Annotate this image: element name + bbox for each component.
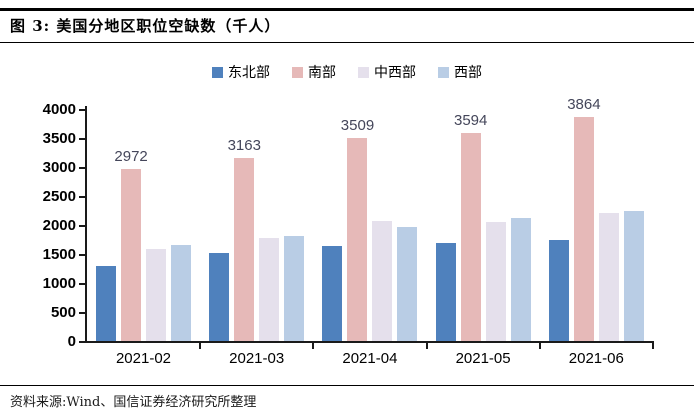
y-axis-tick-label: 500 (50, 304, 76, 321)
legend-label: 中西部 (374, 64, 416, 80)
legend-item: 东北部 (212, 62, 270, 82)
plot-area: 2972 3163 3509 3594 3864 (87, 96, 653, 341)
legend-label: 南部 (308, 64, 336, 80)
bar-data-label: 2972 (114, 147, 148, 165)
legend-swatch-icon (358, 66, 369, 78)
x-axis-category-label: 2021-02 (115, 350, 172, 367)
bar-data-label: 3163 (227, 136, 261, 154)
bar-西部 (623, 211, 644, 341)
bar-东北部 (548, 239, 569, 341)
legend-item: 西部 (438, 62, 482, 82)
y-axis-tick-label: 2500 (42, 188, 76, 205)
legend-swatch-icon (292, 66, 303, 78)
legend-item: 南部 (292, 62, 336, 82)
bar-中西部 (485, 222, 506, 341)
y-axis-line (85, 106, 87, 343)
top-rule (0, 8, 694, 11)
y-axis-tick (79, 283, 86, 285)
y-axis-tick (79, 225, 86, 227)
legend-swatch-icon (438, 66, 449, 78)
x-axis-tick (199, 341, 202, 349)
bar-group: 3509 (313, 109, 426, 341)
y-axis-tick-label: 1000 (42, 275, 76, 292)
legend: 东北部 南部 中西部 西部 (0, 63, 694, 81)
bar-中西部 (372, 220, 393, 341)
bar-中西部 (259, 237, 280, 341)
x-axis-line (79, 341, 654, 343)
y-axis-tick-label: 3000 (42, 159, 76, 176)
bar-东北部 (435, 243, 456, 341)
y-axis-tick-label: 1500 (42, 246, 76, 263)
y-axis-tick (79, 167, 86, 169)
figure-title: 图 3: 美国分地区职位空缺数（千人） (10, 17, 281, 35)
title-rule (0, 42, 694, 43)
x-axis-category-label: 2021-04 (342, 350, 398, 367)
y-axis-labels: 0 500 1000 1500 2000 2500 3000 3500 4000 (14, 101, 76, 351)
bar-东北部 (96, 265, 117, 341)
bar-南部: 3163 (228, 137, 261, 341)
source-note: 资料来源:Wind、国信证券经济研究所整理 (10, 395, 257, 410)
y-axis-tick (79, 312, 86, 314)
legend-swatch-icon (212, 66, 223, 78)
x-axis-category-label: 2021-06 (568, 350, 624, 367)
bar-西部 (171, 244, 192, 341)
legend-label: 西部 (454, 64, 482, 80)
bar-南部: 3509 (341, 117, 374, 341)
bar-东北部 (209, 252, 230, 341)
bar-东北部 (322, 245, 343, 341)
bar-group: 3594 (427, 109, 540, 341)
bar-西部 (397, 227, 418, 341)
x-axis-tick (312, 341, 315, 349)
y-axis-tick (79, 138, 86, 140)
bar-南部: 3594 (454, 112, 487, 341)
bar-group: 3864 (540, 96, 653, 341)
bottom-rule (0, 385, 694, 386)
y-axis-tick (79, 109, 86, 111)
bar-data-label: 3509 (340, 116, 375, 134)
y-axis-tick-label: 0 (67, 333, 76, 350)
bar-data-label: 3864 (567, 95, 601, 113)
y-axis-tick-label: 2000 (42, 217, 76, 234)
bar-西部 (284, 236, 305, 341)
x-axis-category-label: 2021-03 (229, 350, 285, 367)
y-axis-tick (79, 196, 86, 198)
x-axis-category-label: 2021-05 (455, 350, 511, 367)
y-axis-tick (79, 254, 86, 256)
bar-南部: 2972 (114, 148, 148, 341)
y-axis-tick (79, 341, 86, 343)
legend-label: 东北部 (228, 64, 270, 80)
legend-item: 中西部 (358, 62, 416, 82)
bar-中西部 (598, 213, 619, 341)
y-axis-tick-label: 4000 (42, 101, 76, 118)
bar-南部: 3864 (567, 96, 601, 341)
y-axis-tick-label: 3500 (42, 130, 76, 147)
bar-中西部 (146, 249, 167, 341)
bar-data-label: 3594 (454, 111, 488, 129)
x-axis-tick (538, 341, 541, 349)
bar-group: 3163 (200, 109, 313, 341)
bar-西部 (510, 217, 531, 341)
x-axis-tick (652, 341, 654, 349)
bar-group: 2972 (87, 109, 200, 341)
x-axis-tick (425, 341, 428, 349)
